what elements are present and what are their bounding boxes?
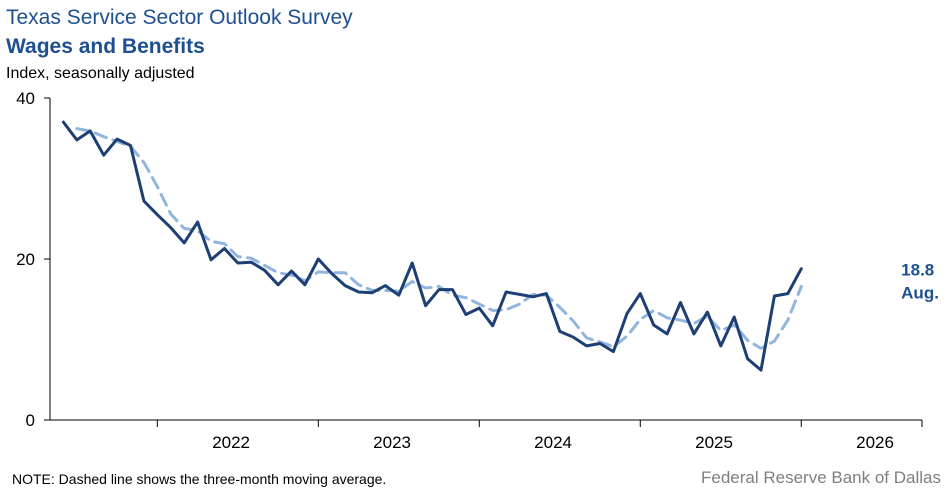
annotation-layer: 18.8 Aug.: [901, 261, 939, 303]
chart-axes: 0 20 40 2022 2023 2024 2025 2026: [16, 89, 923, 452]
series-layer: [61, 120, 803, 372]
y-tick-label: 0: [26, 411, 35, 430]
chart-title: Texas Service Sector Outlook Survey: [6, 6, 353, 29]
y-tick-label: 40: [16, 89, 35, 108]
x-tick-label: 2025: [695, 433, 733, 452]
moving-average-line: [75, 127, 803, 350]
x-tick-label: 2022: [212, 433, 250, 452]
y-axis-units-label: Index, seasonally adjusted: [6, 65, 195, 82]
footnote: NOTE: Dashed line shows the three-month …: [12, 471, 387, 487]
x-tick-label: 2024: [534, 433, 572, 452]
last-month-label: Aug.: [901, 284, 939, 303]
chart-subtitle: Wages and Benefits: [6, 35, 205, 58]
index-series-line: [61, 120, 803, 372]
x-tick-label: 2026: [856, 433, 894, 452]
y-tick-label: 20: [16, 250, 35, 269]
x-tick-label: 2023: [373, 433, 411, 452]
source-credit: Federal Reserve Bank of Dallas: [700, 468, 941, 487]
last-value-label: 18.8: [901, 261, 934, 280]
